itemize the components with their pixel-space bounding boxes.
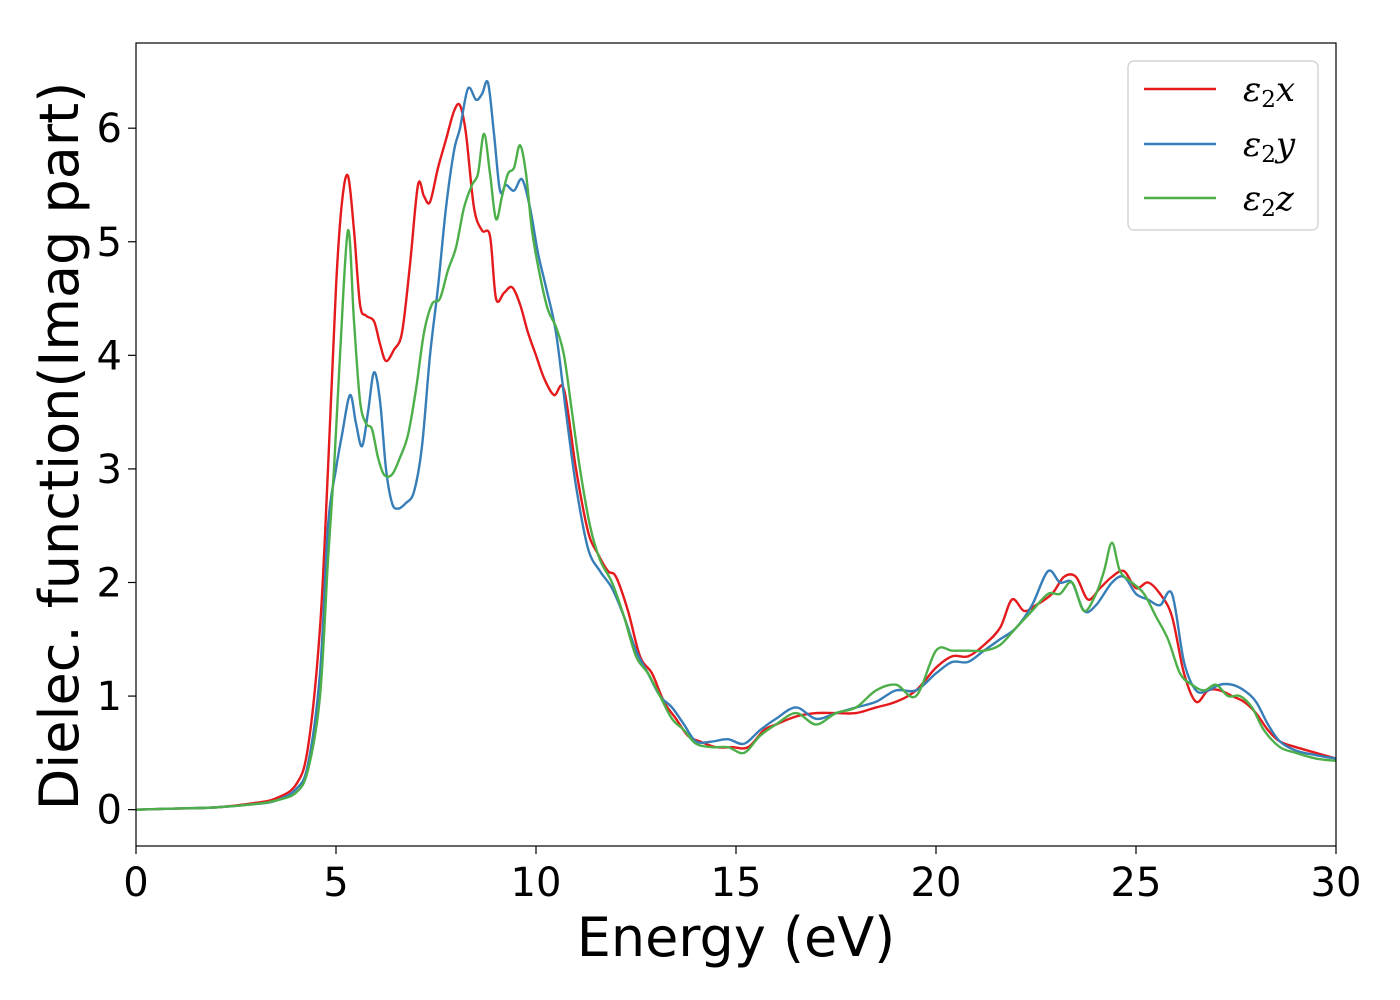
x-tick-label: 0 — [123, 860, 148, 906]
x-tick-label: 30 — [1311, 860, 1362, 906]
y-tick-label: 3 — [97, 447, 122, 493]
y-tick-label: 2 — [97, 560, 122, 606]
y-axis-title: Dielec. function(Imag part) — [28, 82, 91, 811]
x-axis-title: Energy (eV) — [577, 906, 896, 969]
y-tick-label: 0 — [97, 788, 122, 834]
legend-label-z: ε2z — [1243, 179, 1295, 222]
x-tick-label: 5 — [323, 860, 348, 906]
y-tick-label: 6 — [97, 106, 122, 152]
x-tick-label: 10 — [511, 860, 562, 906]
y-tick-label: 1 — [97, 674, 122, 720]
legend: ε2x ε2y ε2z — [1127, 60, 1319, 231]
legend-label-y: ε2y — [1243, 125, 1296, 168]
series-layer — [135, 80, 1337, 811]
series-line-z — [135, 132, 1337, 811]
x-axis: 0 5 10 15 20 25 30 — [123, 846, 1361, 906]
y-tick-label: 4 — [97, 333, 122, 379]
y-tick-label: 5 — [97, 220, 122, 266]
y-axis: 0 1 2 3 4 5 6 — [97, 106, 136, 834]
x-tick-label: 15 — [711, 860, 762, 906]
x-tick-label: 20 — [911, 860, 962, 906]
legend-box — [1127, 60, 1319, 231]
series-line-x — [135, 102, 1337, 811]
legend-label-x: ε2x — [1243, 70, 1295, 113]
x-tick-label: 25 — [1111, 860, 1162, 906]
